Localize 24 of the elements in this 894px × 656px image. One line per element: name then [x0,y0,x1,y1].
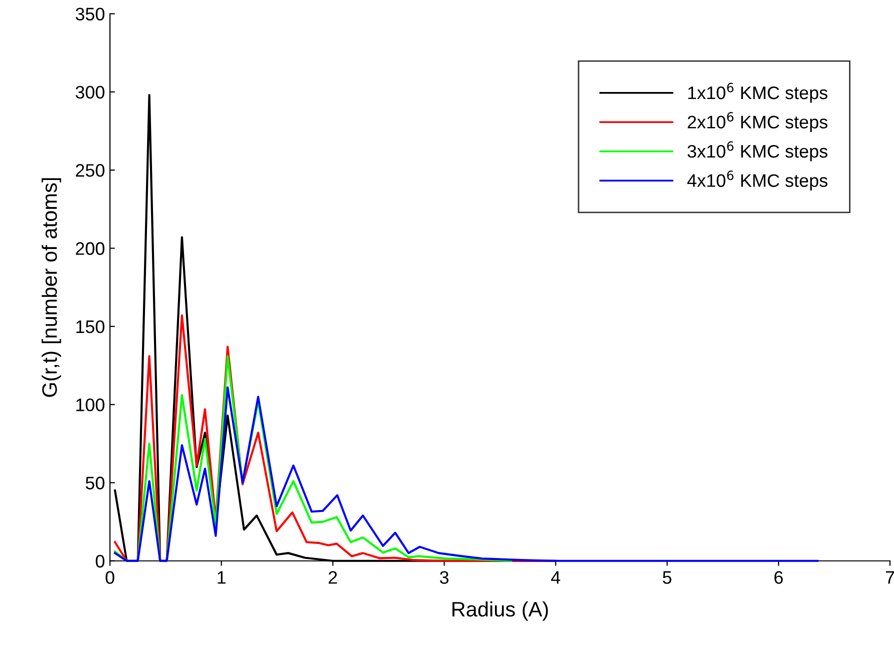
y-axis-title: G(r,t) [number of atoms] [42,178,62,397]
y-tick-label: 100 [76,398,104,412]
x-tick-label: 0 [106,571,114,584]
legend-label: 4x10$^{6}$ KMC steps [687,170,828,191]
y-tick-label: 150 [76,320,104,334]
line-series [114,355,512,562]
x-tick-label: 1 [218,571,226,584]
legend-label: 2x10$^{6}$ KMC steps [688,112,828,132]
legend-label: 3x10$^{6}$ KMC steps [688,141,828,162]
x-tick-label: 3 [440,571,448,584]
y-tick-label: 200 [76,242,104,255]
x-tick-label: 6 [774,571,783,584]
y-tick-label: 350 [76,8,104,20]
y-tick-label: 300 [76,86,104,99]
x-tick-label: 5 [662,571,672,584]
y-tick-label: 50 [86,476,104,490]
x-axis-title: Radius (A) [452,601,548,621]
x-tick-label: 7 [886,571,894,584]
line-series [114,386,819,562]
x-tick-label: 4 [551,571,560,584]
legend-label: 1x10$^{6}$ KMC steps [688,82,828,103]
y-tick-label: 0 [96,554,104,568]
y-tick-label: 250 [76,164,104,177]
x-tick-label: 2 [328,571,337,584]
